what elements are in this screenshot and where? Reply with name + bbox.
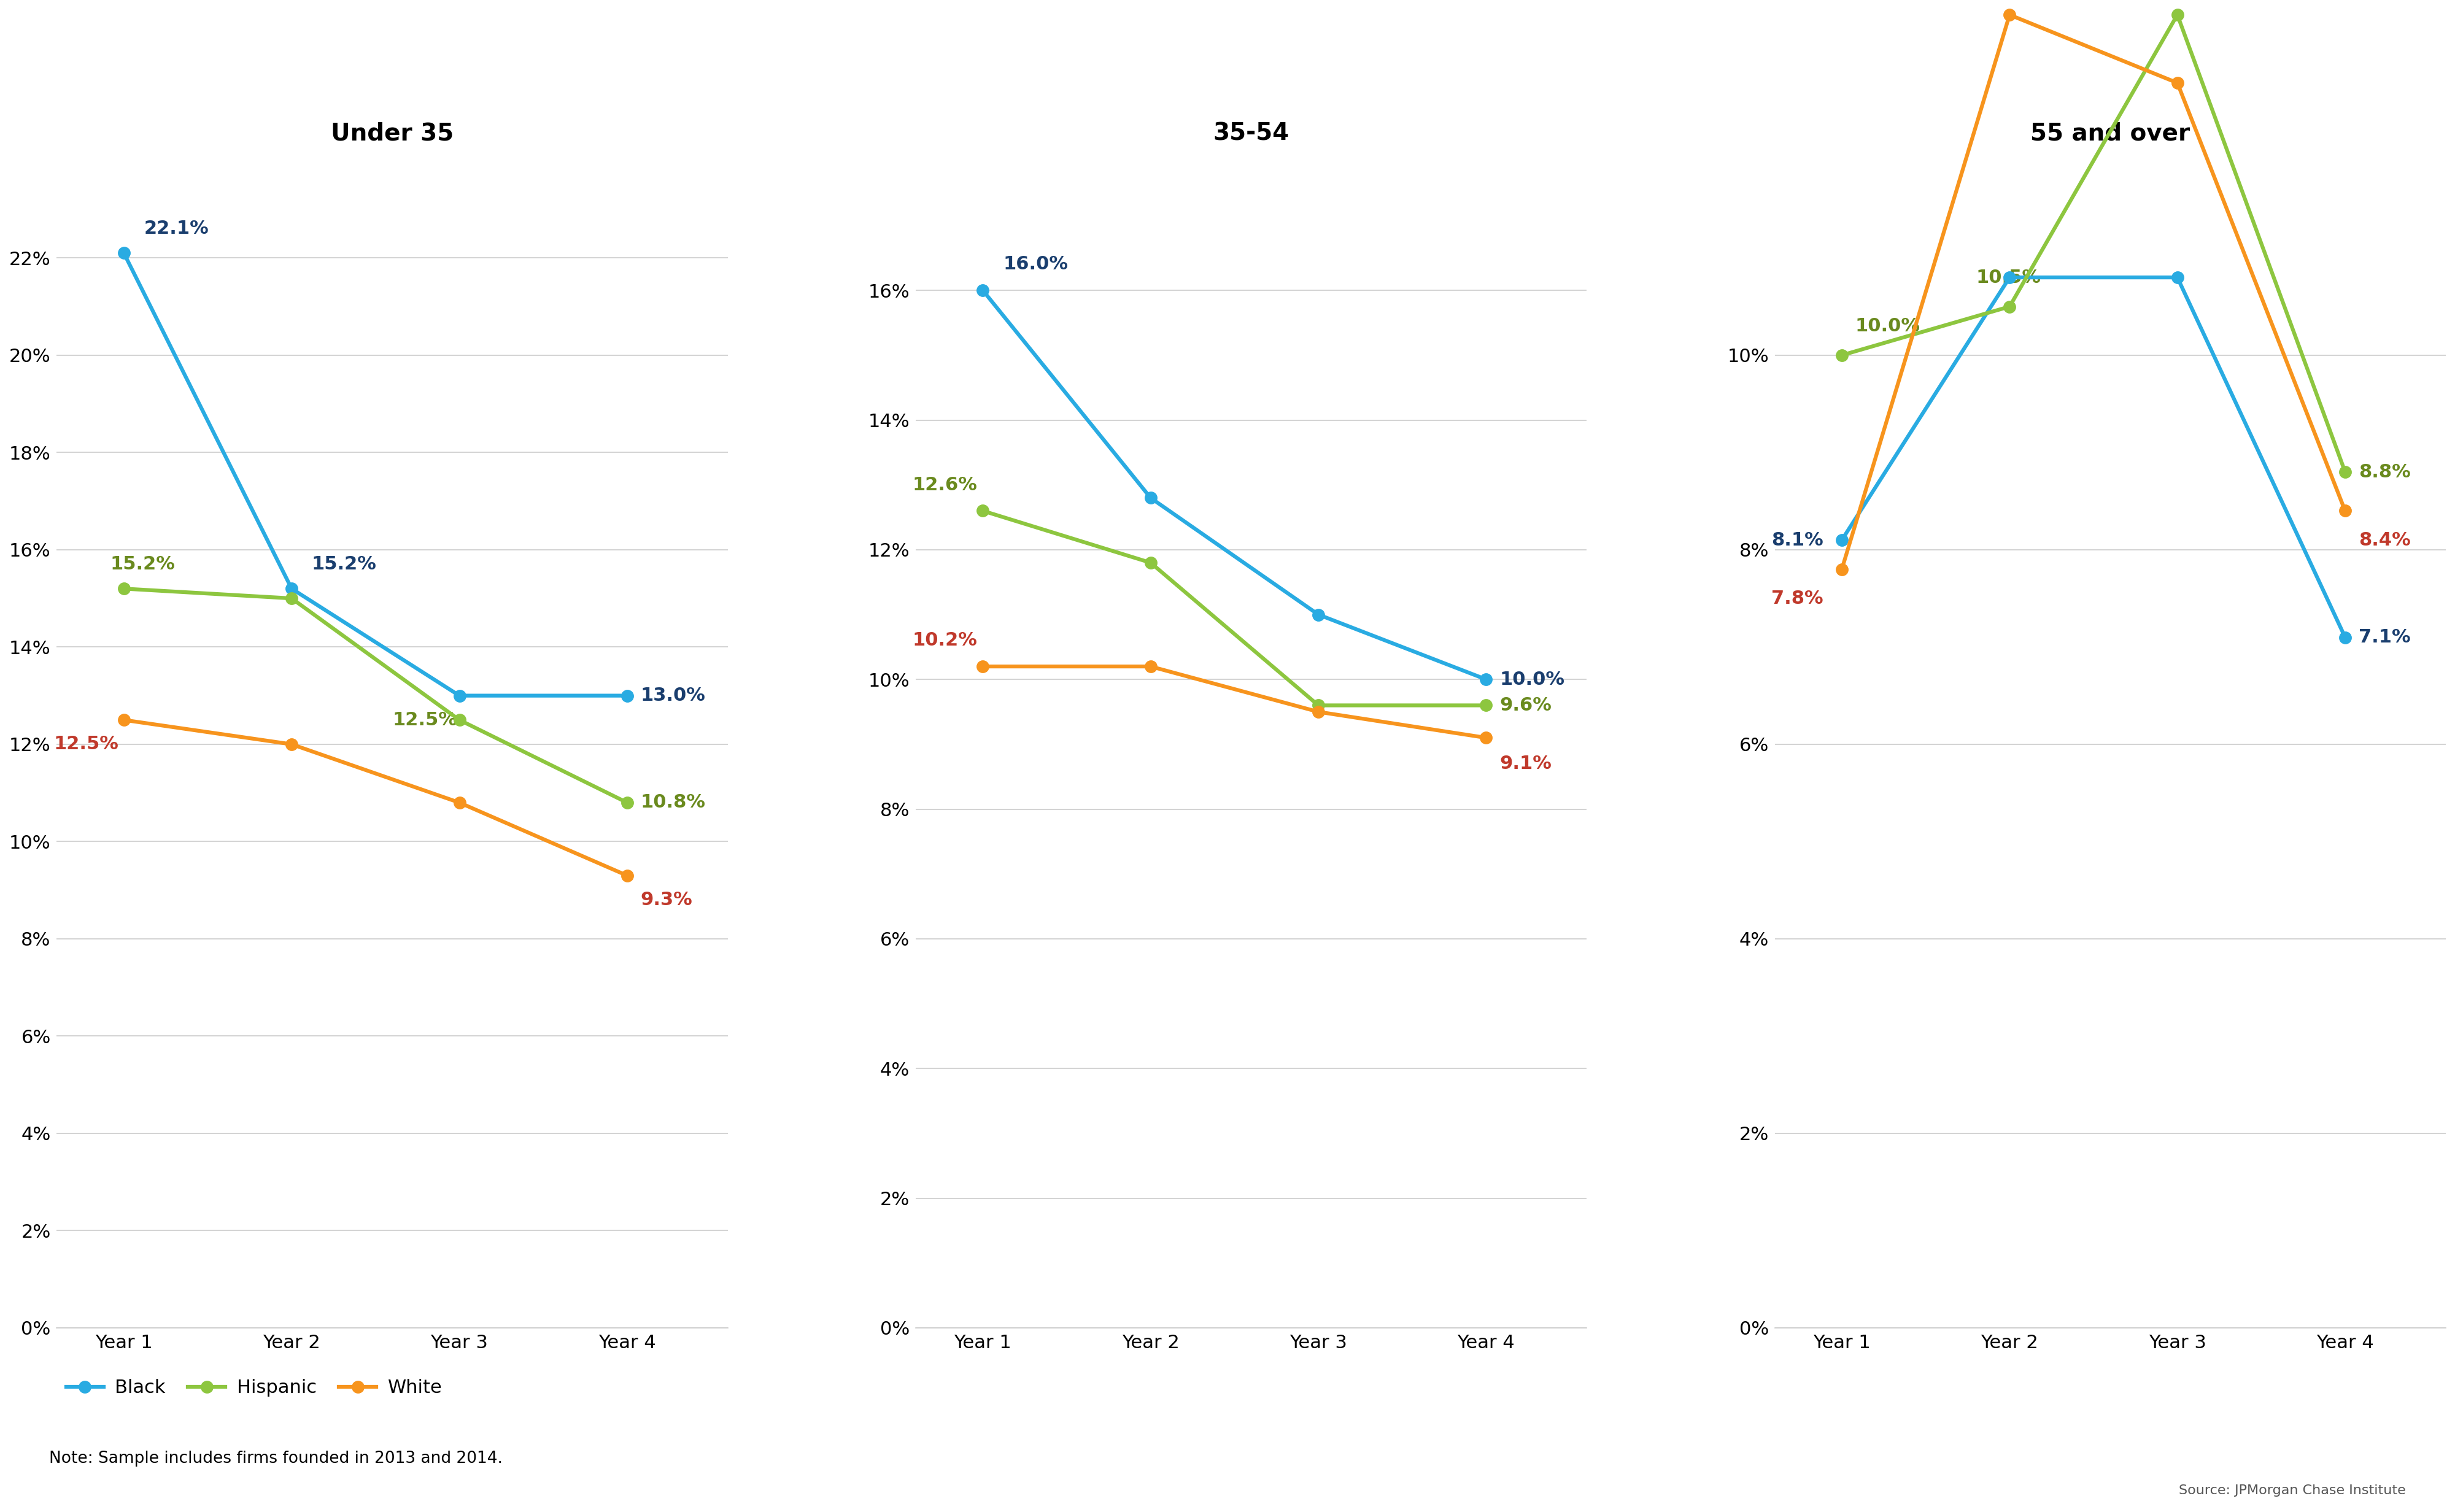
Text: 9.6%: 9.6% xyxy=(1500,697,1552,714)
Title: Under 35: Under 35 xyxy=(331,122,454,145)
Text: 10.8%: 10.8% xyxy=(641,794,705,812)
Text: 9.1%: 9.1% xyxy=(1500,754,1552,773)
Text: 10.5%: 10.5% xyxy=(1976,269,2040,286)
Text: 12.5%: 12.5% xyxy=(393,711,457,729)
Legend: Black, Hispanic, White: Black, Hispanic, White xyxy=(59,1371,449,1405)
Text: 12.5%: 12.5% xyxy=(54,735,118,753)
Text: 10.2%: 10.2% xyxy=(913,632,977,650)
Text: 8.4%: 8.4% xyxy=(2359,531,2411,549)
Text: 8.8%: 8.8% xyxy=(2359,463,2411,481)
Text: 13.0%: 13.0% xyxy=(641,686,705,705)
Title: 55 and over: 55 and over xyxy=(2030,122,2190,145)
Text: 8.1%: 8.1% xyxy=(1773,531,1824,549)
Text: 22.1%: 22.1% xyxy=(145,219,209,237)
Text: 15.2%: 15.2% xyxy=(110,555,174,573)
Text: 10.0%: 10.0% xyxy=(1500,670,1564,688)
Text: 9.3%: 9.3% xyxy=(641,891,692,909)
Title: 35-54: 35-54 xyxy=(1213,122,1289,145)
Text: Note: Sample includes firms founded in 2013 and 2014.: Note: Sample includes firms founded in 2… xyxy=(49,1450,503,1467)
Text: 7.1%: 7.1% xyxy=(2359,629,2411,646)
Text: 10.0%: 10.0% xyxy=(1856,318,1920,336)
Text: 7.8%: 7.8% xyxy=(1773,590,1824,608)
Text: 15.2%: 15.2% xyxy=(312,555,376,573)
Text: Source: JPMorgan Chase Institute: Source: JPMorgan Chase Institute xyxy=(2180,1485,2406,1497)
Text: 16.0%: 16.0% xyxy=(1004,256,1068,274)
Text: 12.6%: 12.6% xyxy=(913,476,977,494)
